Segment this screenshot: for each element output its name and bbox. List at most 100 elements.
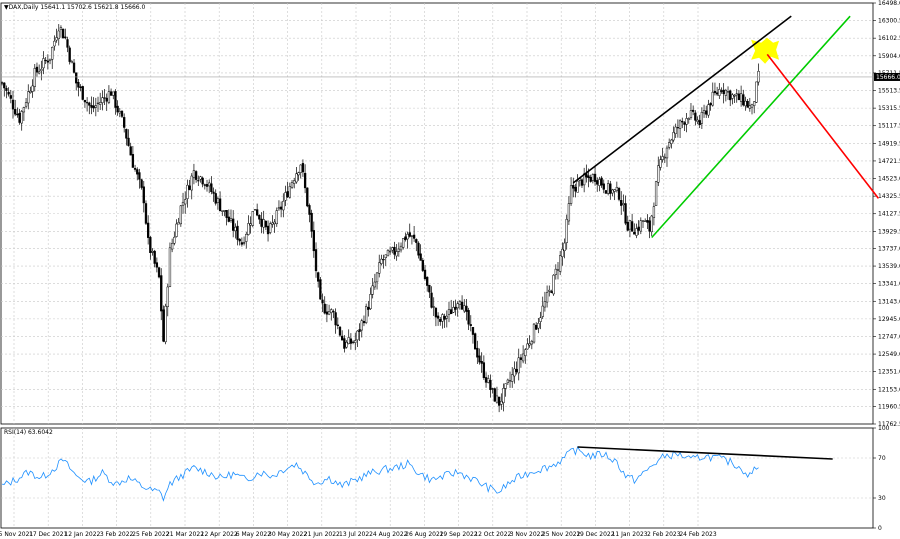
candle-body — [404, 236, 407, 241]
candle-body — [208, 182, 211, 187]
candle-body — [511, 374, 514, 382]
candle-body — [739, 93, 743, 102]
candle-body — [521, 353, 525, 362]
candle-body — [51, 47, 54, 60]
candle-body — [151, 251, 154, 253]
price-tick-label: 14325.5 — [878, 193, 900, 200]
candle-body — [351, 341, 355, 343]
candle-body — [563, 242, 566, 251]
candle-body — [500, 401, 503, 405]
candle-body — [489, 379, 492, 390]
date-tick-label: 26 Aug 2022 — [405, 531, 444, 538]
candle-body — [112, 91, 115, 96]
candle-body — [275, 210, 278, 225]
candle-body — [266, 225, 270, 235]
price-tick-label: 13341.0 — [878, 281, 900, 288]
candle-body — [194, 171, 198, 180]
candle-body — [484, 377, 488, 383]
candle-body — [397, 248, 401, 252]
candle-body — [676, 127, 680, 129]
candle-body — [720, 90, 723, 92]
candle-body — [269, 223, 272, 233]
price-tick-label: 13539.0 — [878, 263, 900, 270]
candle-body — [221, 210, 224, 212]
candle-body — [188, 185, 191, 190]
candle-body — [125, 128, 128, 139]
candle-body — [75, 72, 78, 84]
date-tick-label: 3 Nov 2022 — [510, 531, 545, 538]
candle-body — [68, 47, 71, 62]
candle-body — [249, 223, 252, 226]
candle-body — [556, 269, 560, 271]
candle-body — [321, 299, 324, 304]
price-tick-label: 14127.5 — [878, 211, 900, 218]
highlight-marker — [751, 37, 780, 64]
candle-body — [702, 110, 706, 114]
candle-body — [615, 186, 619, 191]
candle-body — [277, 207, 281, 210]
candle-body — [160, 275, 163, 312]
candle-body — [212, 191, 215, 194]
candle-body — [24, 102, 28, 107]
candle-body — [7, 91, 10, 95]
candle-body — [572, 185, 575, 189]
candle-body — [548, 289, 551, 292]
candle-body — [380, 258, 383, 264]
candle-body — [11, 99, 15, 110]
candle-body — [393, 246, 396, 255]
candle-body — [493, 388, 496, 402]
candle-body — [750, 103, 754, 108]
candle-body — [184, 199, 187, 205]
candle-body — [391, 247, 394, 251]
date-tick-label: 19 Dec 2022 — [576, 531, 615, 538]
candle-body — [179, 205, 182, 225]
candle-body — [201, 177, 204, 185]
candle-body — [319, 279, 322, 300]
candle-body — [478, 355, 481, 363]
candle-body — [303, 172, 307, 189]
candle-body — [109, 91, 113, 96]
candle-body — [155, 262, 159, 268]
candle-body — [57, 30, 60, 39]
candle-body — [436, 315, 440, 319]
candle-body — [290, 182, 294, 188]
trendline-rsi_divergence — [577, 446, 833, 460]
candle-body — [630, 221, 634, 232]
candle-body — [646, 220, 649, 223]
candle-body — [129, 146, 132, 156]
candle-body — [192, 170, 196, 178]
candle-body — [681, 120, 684, 123]
candle-body — [596, 180, 599, 185]
candle-body — [497, 396, 501, 406]
candle-body — [369, 294, 372, 309]
candle-body — [247, 223, 250, 235]
candle-body — [515, 369, 518, 373]
candle-body — [426, 276, 429, 286]
candle-body — [535, 324, 538, 330]
rsi-pane-frame — [0, 427, 874, 529]
candle-body — [421, 260, 424, 271]
candle-body — [550, 291, 553, 293]
candle-body — [325, 311, 329, 315]
candle-body — [611, 189, 614, 194]
candle-body — [227, 216, 230, 222]
candle-body — [142, 186, 145, 204]
price-tick-label: 12153.0 — [878, 386, 900, 393]
candle-body — [378, 262, 381, 274]
candle-body — [735, 93, 738, 96]
candle-body — [46, 60, 50, 63]
candle-body — [683, 122, 686, 125]
candle-body — [567, 203, 571, 222]
candle-body — [565, 219, 568, 243]
candle-body — [330, 309, 333, 313]
rsi-tick-label: 0 — [878, 525, 882, 532]
candle-body — [258, 214, 261, 220]
candle-body — [539, 317, 542, 322]
candle-body — [197, 180, 200, 182]
candle-body — [753, 101, 756, 106]
candle-body — [495, 395, 499, 403]
candle-body — [288, 186, 292, 198]
candle-body — [480, 360, 483, 364]
date-tick-label: 2 Feb 2023 — [647, 531, 681, 538]
